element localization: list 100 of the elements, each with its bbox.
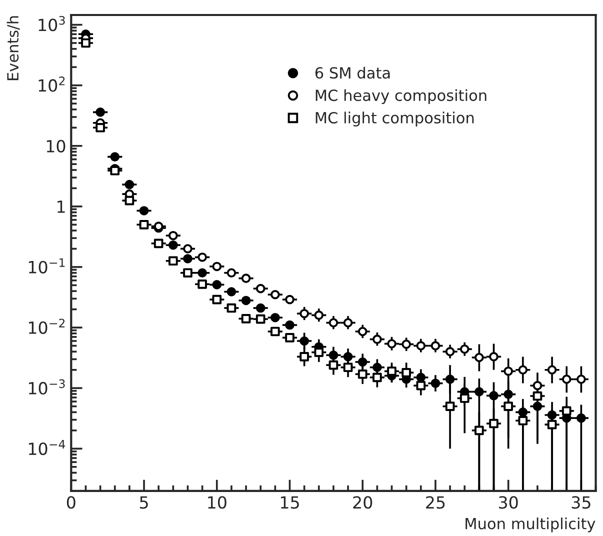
point <box>124 180 134 190</box>
point <box>489 391 498 400</box>
point <box>372 334 382 344</box>
point <box>343 362 353 372</box>
y-tick-label: 10$^{−2}$ <box>28 318 65 334</box>
point <box>562 406 572 416</box>
point <box>212 262 222 272</box>
legend-label: MC light composition <box>316 112 474 126</box>
point <box>532 402 542 411</box>
point <box>328 360 338 370</box>
point <box>270 312 280 322</box>
point <box>518 365 528 375</box>
point <box>300 336 309 346</box>
point <box>241 274 251 283</box>
legend-label: 6 SM data <box>315 66 390 79</box>
y-tick-label: 1 <box>58 200 65 213</box>
point <box>489 418 498 428</box>
point <box>460 394 470 403</box>
point <box>445 374 455 384</box>
point <box>226 287 236 296</box>
point <box>358 326 368 336</box>
point <box>96 123 105 132</box>
point <box>532 380 542 390</box>
point <box>358 369 368 379</box>
point <box>300 308 309 318</box>
y-tick-label: 10$^{−3}$ <box>28 379 65 395</box>
point <box>445 346 455 356</box>
point <box>489 352 498 362</box>
point <box>183 268 192 278</box>
point <box>314 310 324 320</box>
point <box>124 196 134 206</box>
point <box>328 350 338 360</box>
point <box>387 339 396 348</box>
y-tick-label: 10$^{3}$ <box>38 16 65 32</box>
x-tick-label: 10 <box>208 496 226 509</box>
point <box>532 391 542 401</box>
point <box>183 244 192 254</box>
point <box>372 372 382 382</box>
y-tick-label: 10 <box>46 140 66 152</box>
x-tick-label: 30 <box>498 496 518 509</box>
x-tick-label: 15 <box>280 496 299 509</box>
point <box>358 357 368 367</box>
point <box>518 416 528 426</box>
point <box>270 326 280 336</box>
point <box>372 362 382 372</box>
point <box>81 38 90 48</box>
point <box>430 378 440 388</box>
point <box>518 408 528 417</box>
point <box>504 402 513 411</box>
point <box>241 296 251 306</box>
point <box>416 380 426 390</box>
point <box>168 230 178 240</box>
point <box>285 333 294 342</box>
point <box>430 341 440 350</box>
y-tick-label: 10$^{−4}$ <box>28 440 66 456</box>
point <box>328 318 338 328</box>
x-tick-label: 0 <box>66 496 76 509</box>
point <box>256 314 266 324</box>
point <box>460 344 470 354</box>
point <box>226 303 236 313</box>
point <box>198 280 207 289</box>
point <box>110 166 120 176</box>
x-tick-label: 35 <box>572 496 590 509</box>
point <box>576 374 586 384</box>
x-axis-title: Muon multiplicity <box>466 518 596 532</box>
point <box>547 365 557 375</box>
point <box>314 348 324 357</box>
point <box>256 303 266 313</box>
point <box>402 368 411 378</box>
point <box>547 410 557 420</box>
point <box>110 152 120 162</box>
x-tick-label: 25 <box>426 496 445 509</box>
point <box>183 254 192 264</box>
legend-label: MC heavy composition <box>316 89 486 104</box>
point <box>504 366 513 376</box>
point <box>96 108 105 117</box>
point <box>547 420 557 430</box>
point <box>562 374 572 384</box>
point <box>241 314 251 324</box>
point <box>139 220 149 230</box>
y-tick-label: 10$^{−1}$ <box>28 258 65 274</box>
point <box>576 413 586 423</box>
point <box>256 284 266 294</box>
y-tick-label: 10$^{2}$ <box>38 76 65 92</box>
point <box>198 268 207 278</box>
point <box>445 402 455 411</box>
point <box>168 256 178 266</box>
point <box>387 366 396 376</box>
point <box>343 352 353 362</box>
point <box>474 387 484 396</box>
point <box>285 320 294 330</box>
x-tick-label: 5 <box>140 496 148 509</box>
y-axis-title: Events/h <box>6 16 20 80</box>
point <box>474 426 484 436</box>
point <box>139 206 149 216</box>
point <box>416 341 426 350</box>
point <box>343 318 353 328</box>
point <box>212 280 222 290</box>
point <box>212 294 222 304</box>
point <box>226 268 236 278</box>
